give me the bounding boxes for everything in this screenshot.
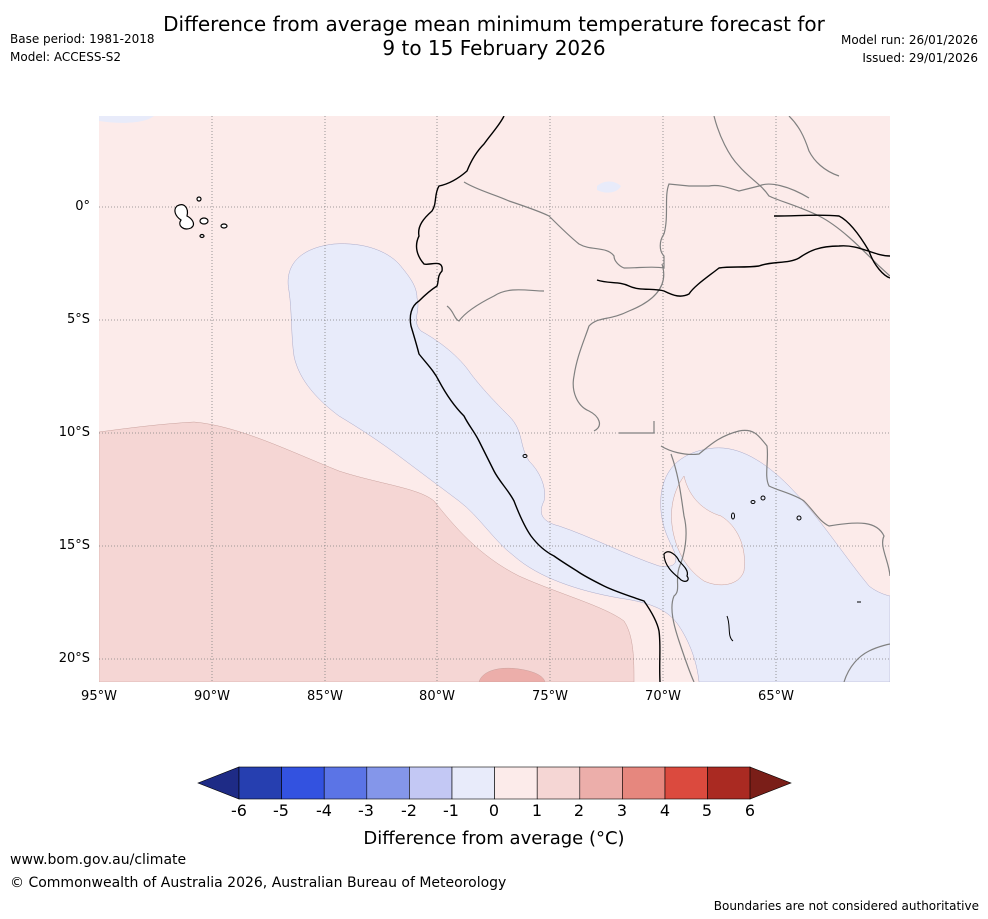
colorbar-cell xyxy=(494,766,538,800)
chart-title: Difference from average mean minimum tem… xyxy=(0,12,988,60)
colorbar-cell xyxy=(409,766,453,800)
inland-lakes xyxy=(522,454,861,642)
forecast-map xyxy=(99,116,890,682)
cb-tick: 3 xyxy=(616,801,628,820)
cb-tick: -1 xyxy=(443,801,459,820)
colorbar-cell xyxy=(238,766,282,800)
colorbar-cell xyxy=(664,766,708,800)
disclaimer-text: Boundaries are not considered authoritat… xyxy=(713,899,979,913)
cb-tick: 5 xyxy=(701,801,713,820)
lon-label-95w: 95°W xyxy=(81,689,117,704)
colorbar-cell xyxy=(366,766,410,800)
colorbar-cell xyxy=(451,766,495,800)
anomaly-patch-n xyxy=(597,181,621,193)
lon-label-70w: 70°W xyxy=(645,689,681,704)
cb-tick: 6 xyxy=(744,801,756,820)
cb-tick: 4 xyxy=(659,801,671,820)
model-run: Model run: 26/01/2026 xyxy=(840,33,978,47)
gridlines xyxy=(99,116,890,682)
model-name: Model: ACCESS-S2 xyxy=(10,50,122,64)
lon-label-65w: 65°W xyxy=(758,689,794,704)
colorbar-cell xyxy=(323,766,368,800)
lon-label-90w: 90°W xyxy=(194,689,230,704)
copyright-text: © Commonwealth of Australia 2026, Austra… xyxy=(10,875,507,891)
lat-label-10s: 10°S xyxy=(58,425,90,440)
colorbar-cell xyxy=(281,766,325,800)
national-borders xyxy=(446,116,890,682)
anomaly-patch-nw xyxy=(99,116,154,123)
coastline-amazon xyxy=(596,214,890,297)
colorbar xyxy=(197,766,792,800)
cb-tick: -4 xyxy=(316,801,332,820)
cb-tick: 1 xyxy=(531,801,543,820)
anomaly-pocket-0-1 xyxy=(671,475,745,586)
lon-label-75w: 75°W xyxy=(532,689,568,704)
lon-label-80w: 80°W xyxy=(419,689,455,704)
lat-label-15s: 15°S xyxy=(58,538,90,553)
base-period: Base period: 1981-2018 xyxy=(10,32,155,46)
title-line-1: Difference from average mean minimum tem… xyxy=(163,12,825,36)
lon-label-85w: 85°W xyxy=(307,689,343,704)
lat-label-20s: 20°S xyxy=(58,651,90,666)
colorbar-cell xyxy=(536,766,581,800)
lat-label-5s: 5°S xyxy=(66,312,90,327)
cb-tick: 0 xyxy=(488,801,500,820)
colorbar-cell xyxy=(579,766,623,800)
cb-tick: -2 xyxy=(401,801,417,820)
colorbar-label: Difference from average (°C) xyxy=(363,828,625,849)
cb-tick: -6 xyxy=(231,801,247,820)
meta-left: Base period: 1981-2018 Model: ACCESS-S2 xyxy=(10,32,155,68)
cb-tick: 2 xyxy=(573,801,585,820)
cb-tick: -5 xyxy=(273,801,289,820)
meta-right: Model run: 26/01/2026 Issued: 29/01/2026 xyxy=(841,33,978,69)
issued-date: Issued: 29/01/2026 xyxy=(862,51,978,65)
website-link[interactable]: www.bom.gov.au/climate xyxy=(10,852,187,868)
lat-label-0: 0° xyxy=(75,199,90,214)
anomaly-region-1-2 xyxy=(99,421,635,682)
colorbar-cell xyxy=(622,766,666,800)
anomaly-region-2-3 xyxy=(478,667,546,682)
colorbar-extend-high xyxy=(749,766,792,800)
coastline-south-america xyxy=(409,116,661,682)
colorbar-cell xyxy=(707,766,751,800)
lake-titicaca xyxy=(663,551,689,582)
colorbar-extend-low xyxy=(197,766,240,800)
cb-tick: -3 xyxy=(358,801,374,820)
galapagos-islands xyxy=(174,196,228,239)
title-line-2: 9 to 15 February 2026 xyxy=(382,36,606,60)
